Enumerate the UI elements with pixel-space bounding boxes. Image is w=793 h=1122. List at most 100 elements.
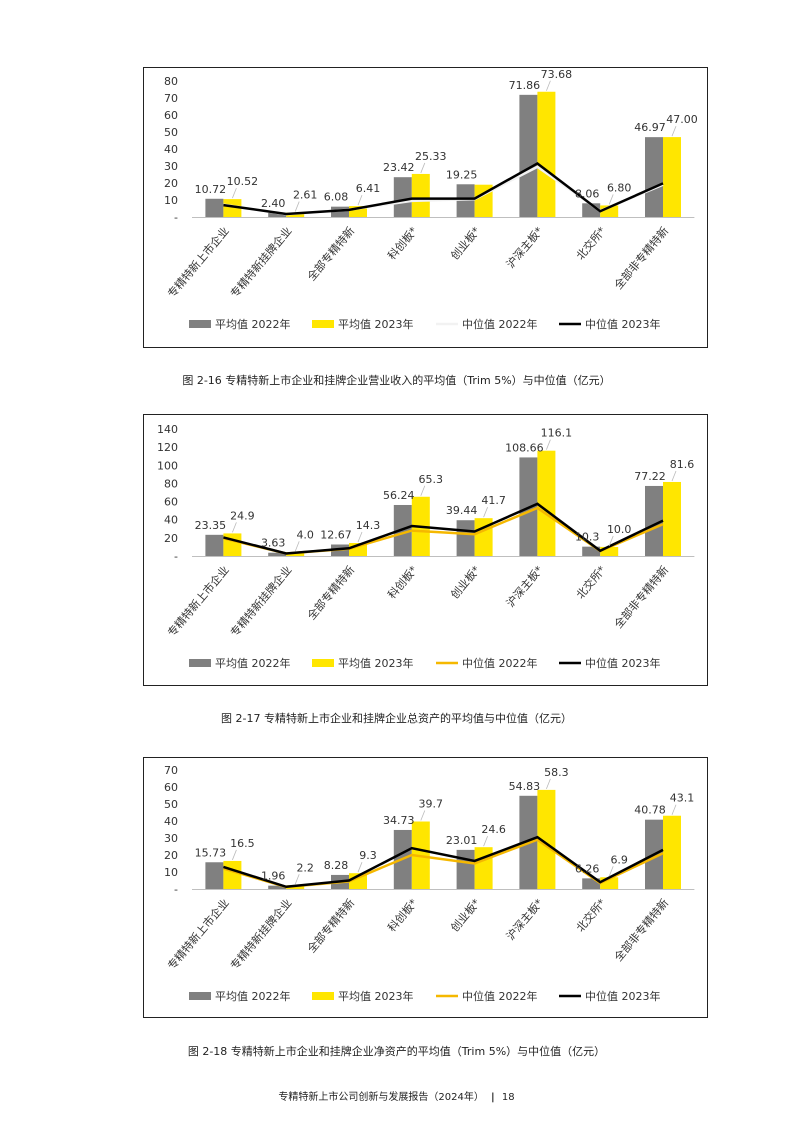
data-label-mean-2022: 12.67 <box>320 529 352 542</box>
data-label-leader <box>483 836 488 847</box>
chart-net-assets-svg: - 10 20 30 40 50 60 70 15.73 1.96 8.28 34.73 23.01 54… <box>164 764 695 1003</box>
x-category-label: 专精特新挂牌企业 <box>227 224 294 300</box>
bar-mean-2023 <box>411 173 430 217</box>
bar-mean-2022 <box>205 534 224 556</box>
bar-mean-2023 <box>223 199 242 217</box>
legend-label-median2022: 中位值 2022年 <box>462 317 538 331</box>
data-label-leader <box>294 201 300 212</box>
data-label-mean-2023: 6.41 <box>356 182 381 195</box>
legend-swatch-mean2023 <box>312 320 334 328</box>
data-label-mean-2023: 81.6 <box>670 458 695 471</box>
x-category-label: 全部非专精特新 <box>611 563 671 631</box>
x-category-label: 专精特新上市企业 <box>164 563 231 639</box>
data-label-mean-2023: 6.9 <box>610 853 628 866</box>
data-label-leader <box>608 866 614 877</box>
footer-title: 专精特新上市公司创新与发展报告（2024年） <box>278 1092 484 1103</box>
bar-mean-2022 <box>268 552 287 556</box>
data-label-mean-2022: 1.96 <box>261 870 286 883</box>
legend-swatch-mean2022 <box>189 659 211 667</box>
x-category-label: 全部非专精特新 <box>611 224 671 292</box>
y-tick-label: 30 <box>164 160 178 173</box>
y-tick-label: 120 <box>157 441 178 454</box>
y-tick-label: 40 <box>164 143 178 156</box>
page-footer: 专精特新上市公司创新与发展报告（2024年） | 18 <box>0 1088 793 1103</box>
data-label-mean-2023: 24.9 <box>230 509 255 522</box>
data-label-mean-2022: 39.44 <box>446 504 478 517</box>
data-label-mean-2022: 54.83 <box>509 780 541 793</box>
y-tick-label: 20 <box>164 849 178 862</box>
data-label-leader <box>546 80 551 91</box>
data-label-leader <box>420 810 426 821</box>
x-category-label: 科创板* <box>385 224 421 263</box>
bar-mean-2022 <box>582 878 601 889</box>
bar-mean-2023 <box>663 137 681 217</box>
data-label-leader <box>483 507 488 518</box>
bar-mean-2022 <box>519 94 538 217</box>
bar-mean-2023 <box>663 481 681 556</box>
data-label-mean-2023: 14.3 <box>356 519 381 532</box>
bar-mean-2023 <box>600 205 619 217</box>
y-tick-label: 50 <box>164 798 178 811</box>
data-label-mean-2023: 58.3 <box>544 766 569 779</box>
legend-label-median2023: 中位值 2023年 <box>585 656 661 670</box>
bar-mean-2023 <box>286 552 305 556</box>
y-tick-label: - <box>174 211 178 224</box>
bar-mean-2023 <box>223 860 242 889</box>
bar-mean-2022 <box>205 198 224 217</box>
chart-total-assets: - 20 40 60 80 100 120 140 23.35 3.63 12.67 56.24 39.… <box>143 414 708 686</box>
data-label-mean-2022: 108.66 <box>505 441 544 454</box>
x-category-label: 全部非专精特新 <box>611 896 671 964</box>
legend-label-mean2022: 平均值 2022年 <box>215 317 291 331</box>
y-tick-label: 80 <box>164 75 178 88</box>
bar-mean-2023 <box>600 546 619 556</box>
y-tick-label: 20 <box>164 532 178 545</box>
legend-label-median2022: 中位值 2022年 <box>462 989 538 1003</box>
y-tick-label: 40 <box>164 514 178 527</box>
data-label-mean-2023: 16.5 <box>230 837 255 850</box>
bar-mean-2023 <box>474 847 493 889</box>
data-label-mean-2023: 4.0 <box>296 528 314 541</box>
data-label-mean-2023: 116.1 <box>541 427 573 440</box>
legend-label-mean2022: 平均值 2022年 <box>215 989 291 1003</box>
footer-separator: | <box>491 1092 495 1103</box>
y-tick-label: - <box>174 550 178 563</box>
legend-label-median2023: 中位值 2023年 <box>585 317 661 331</box>
data-label-leader <box>232 522 237 533</box>
y-tick-label: 60 <box>164 496 178 509</box>
y-tick-label: 10 <box>164 194 178 207</box>
legend-swatch-mean2022 <box>189 992 211 1000</box>
y-tick-label: 50 <box>164 126 178 139</box>
y-tick-label: 40 <box>164 815 178 828</box>
bar-mean-2022 <box>645 485 663 556</box>
bar-mean-2022 <box>205 862 224 889</box>
page-number: 18 <box>501 1092 515 1103</box>
data-label-mean-2022: 8.28 <box>324 859 349 872</box>
y-tick-label: 100 <box>157 459 178 472</box>
data-label-leader <box>232 849 237 861</box>
y-tick-label: 70 <box>164 764 178 777</box>
bar-mean-2022 <box>268 212 287 217</box>
y-tick-label: - <box>174 883 178 896</box>
data-label-leader <box>420 162 426 174</box>
data-label-leader <box>546 778 551 790</box>
data-label-mean-2022: 71.86 <box>509 79 541 92</box>
chart-revenue: - 10 20 30 40 50 60 70 80 10.72 2.40 6.08 23.42 19.25… <box>143 67 708 348</box>
data-label-mean-2022: 23.35 <box>195 519 227 532</box>
data-label-leader <box>232 187 237 199</box>
bar-mean-2023 <box>663 815 681 889</box>
data-label-leader <box>357 194 363 206</box>
data-label-mean-2023: 6.80 <box>607 181 632 194</box>
data-label-mean-2022: 8.06 <box>575 187 600 200</box>
y-tick-label: 140 <box>157 423 178 436</box>
line-median-2023 <box>223 161 664 216</box>
legend-label-mean2023: 平均值 2023年 <box>338 317 414 331</box>
bar-mean-2023 <box>537 91 556 217</box>
data-label-mean-2023: 47.00 <box>666 113 698 126</box>
data-label-mean-2023: 2.61 <box>293 189 318 202</box>
data-label-mean-2023: 2.2 <box>296 861 314 874</box>
data-label-mean-2022: 46.97 <box>634 121 666 134</box>
data-label-mean-2022: 77.22 <box>634 470 666 483</box>
x-category-label: 专精特新上市企业 <box>164 224 231 300</box>
data-label-mean-2023: 39.7 <box>419 798 444 811</box>
data-label-mean-2022: 23.42 <box>383 161 415 174</box>
